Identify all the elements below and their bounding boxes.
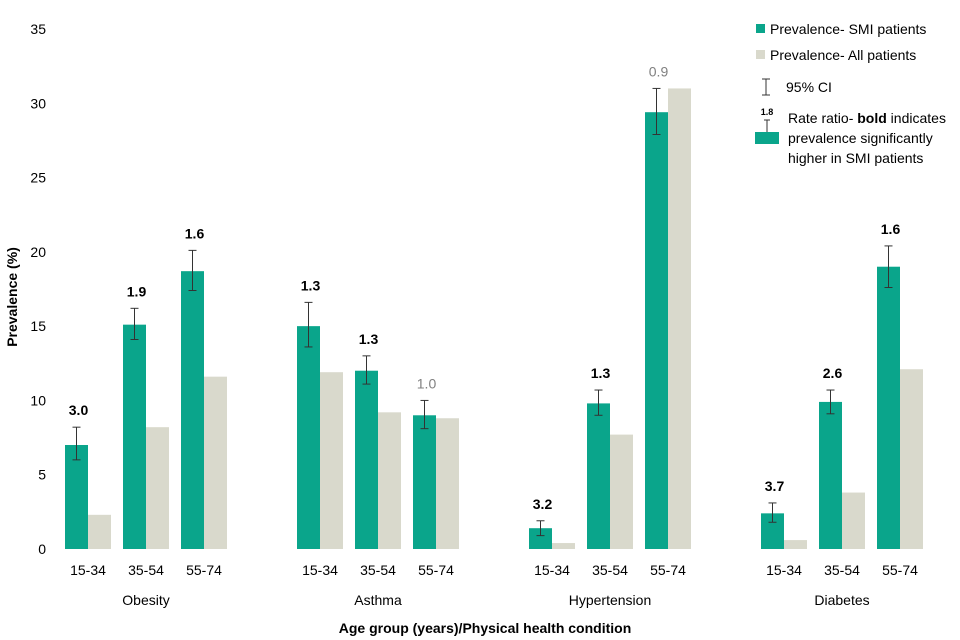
error-bar xyxy=(884,245,893,289)
rate-ratio-label: 0.9 xyxy=(649,63,669,79)
error-bar xyxy=(420,399,429,430)
rate-ratio-label: 1.3 xyxy=(359,331,379,347)
rate-ratio-label: 1.6 xyxy=(185,225,205,241)
bar-smi xyxy=(529,528,552,549)
error-bar xyxy=(652,87,661,135)
bar-smi xyxy=(181,271,204,549)
x-category-label: 15-34 xyxy=(766,562,802,578)
legend-label-ci: 95% CI xyxy=(786,79,832,95)
rate-ratio-label: 1.6 xyxy=(881,221,901,237)
x-category-label: 35-54 xyxy=(128,562,164,578)
y-tick-label: 20 xyxy=(30,244,46,260)
rate-ratio-labels: 3.0 1.9 1.6 1.3 1.3 1.0 3.2 1.3 0.9 3.7 2.6 1.6 xyxy=(69,63,901,511)
y-tick-label: 0 xyxy=(38,541,46,557)
y-tick-label: 35 xyxy=(30,21,46,37)
bar-all xyxy=(378,412,401,549)
rate-ratio-sample-icon: 1.8 xyxy=(755,107,779,144)
x-group-label: Obesity xyxy=(122,592,169,608)
rate-ratio-label: 2.6 xyxy=(823,365,843,381)
bars xyxy=(65,88,923,549)
legend-item-rate-ratio: 1.8 Rate ratio- bold indicates prevalenc… xyxy=(752,106,957,176)
x-category-label: 35-54 xyxy=(592,562,628,578)
y-tick-label: 25 xyxy=(30,170,46,186)
x-category-label: 15-34 xyxy=(534,562,570,578)
bar-smi xyxy=(587,403,610,549)
x-category-label: 55-74 xyxy=(882,562,918,578)
error-bar xyxy=(362,355,371,385)
legend-swatch-smi xyxy=(756,24,765,33)
x-category-label: 35-54 xyxy=(360,562,396,578)
bar-smi xyxy=(877,266,900,549)
bar-smi xyxy=(123,324,146,549)
error-bar xyxy=(768,502,777,523)
x-category-label: 35-54 xyxy=(824,562,860,578)
bar-all xyxy=(610,434,633,549)
bar-all xyxy=(320,372,343,549)
x-axis: 15-34 35-54 55-74 Obesity 15-34 35-54 55-74 Ast… xyxy=(70,562,918,608)
y-tick-label: 5 xyxy=(38,467,46,483)
legend-rr-suffix: indicates prevalence significantly highe… xyxy=(788,110,946,166)
x-group-label: Diabetes xyxy=(814,592,869,608)
x-category-label: 55-74 xyxy=(186,562,222,578)
error-bar xyxy=(130,307,139,341)
bar-smi xyxy=(819,401,842,549)
x-category-label: 55-74 xyxy=(418,562,454,578)
x-group-label: Hypertension xyxy=(569,592,652,608)
x-group-label: Asthma xyxy=(354,592,402,608)
legend-label-all: Prevalence- All patients xyxy=(770,47,917,63)
error-bar xyxy=(594,389,603,416)
bar-smi xyxy=(761,513,784,549)
rate-ratio-label: 1.3 xyxy=(301,277,321,293)
bar-smi xyxy=(65,445,88,549)
error-bar xyxy=(188,249,197,291)
y-tick-label: 10 xyxy=(30,392,46,408)
bar-all xyxy=(668,88,691,549)
bar-all xyxy=(552,543,575,549)
rate-ratio-label: 3.7 xyxy=(765,478,785,494)
error-bar xyxy=(536,520,545,537)
rate-ratio-label: 1.3 xyxy=(591,365,611,381)
error-bar-icon xyxy=(762,78,770,96)
y-axis-title: Prevalence (%) xyxy=(4,247,20,347)
bar-smi xyxy=(297,326,320,549)
y-tick-label: 15 xyxy=(30,318,46,334)
legend-rr-prefix: Rate ratio- xyxy=(788,110,858,126)
bar-smi xyxy=(355,370,378,549)
x-category-label: 15-34 xyxy=(70,562,106,578)
bar-smi xyxy=(413,415,436,549)
legend-label-rate-ratio: Rate ratio- bold indicates prevalence si… xyxy=(788,108,960,168)
rate-ratio-label: 1.9 xyxy=(127,283,147,299)
error-bars xyxy=(72,87,893,537)
rate-ratio-sample-value: 1.8 xyxy=(761,107,774,117)
legend: Prevalence- SMI patients Prevalence- All… xyxy=(752,20,957,176)
bar-all xyxy=(842,492,865,549)
rate-ratio-label: 3.0 xyxy=(69,402,89,418)
bar-all xyxy=(204,376,227,549)
legend-rr-bold-word: bold xyxy=(857,110,887,126)
legend-item-all: Prevalence- All patients xyxy=(752,46,957,72)
legend-label-smi: Prevalence- SMI patients xyxy=(770,21,927,37)
bar-all xyxy=(436,418,459,549)
x-category-label: 55-74 xyxy=(650,562,686,578)
y-tick-label: 30 xyxy=(30,95,46,111)
legend-swatch-all xyxy=(756,50,765,59)
error-bar xyxy=(72,426,81,461)
legend-item-smi: Prevalence- SMI patients xyxy=(752,20,957,46)
x-category-label: 15-34 xyxy=(302,562,338,578)
bar-all xyxy=(146,427,169,549)
rate-ratio-label: 1.0 xyxy=(417,375,437,391)
error-bar xyxy=(304,301,313,348)
y-axis: 0 5 10 15 20 25 30 35 xyxy=(30,21,46,557)
bar-all xyxy=(88,514,111,549)
bar-all xyxy=(900,369,923,549)
x-axis-title: Age group (years)/Physical health condit… xyxy=(339,620,632,636)
bar-all xyxy=(784,540,807,549)
legend-item-ci: 95% CI xyxy=(752,72,957,102)
error-bar xyxy=(826,389,835,415)
rate-ratio-label: 3.2 xyxy=(533,496,553,512)
bar-smi xyxy=(645,112,668,549)
